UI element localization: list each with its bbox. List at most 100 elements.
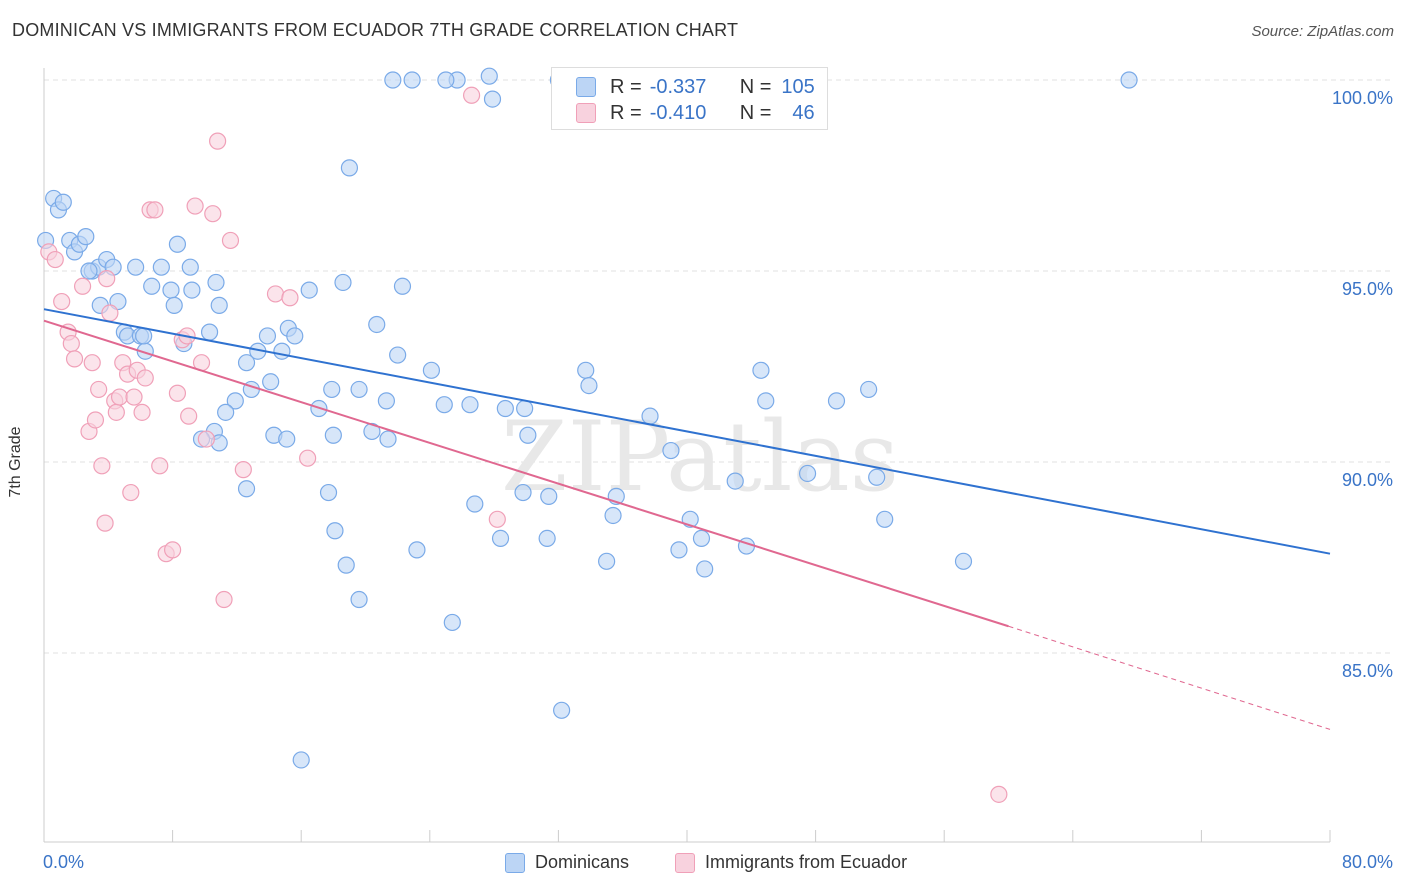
dominicans-point: [641, 407, 659, 425]
ecuador-point: [65, 350, 84, 368]
dominicans-point: [326, 522, 344, 540]
ecuador-point: [168, 384, 187, 402]
dominicans-point: [183, 281, 201, 299]
ecuador-trend-extension: [1008, 625, 1331, 730]
dominicans-point: [200, 323, 219, 341]
dominicans-point: [726, 472, 744, 490]
ecuador-point: [53, 292, 71, 311]
dominicans-points: [37, 67, 1138, 769]
dominicans-point: [319, 483, 338, 502]
dominicans-point: [54, 193, 72, 211]
ecuador-swatch: [576, 103, 596, 123]
dominicans-point: [337, 556, 355, 574]
dominicans-point: [496, 399, 514, 418]
dominicans-point: [540, 487, 558, 505]
dominicans-point: [483, 90, 502, 108]
ecuador-point: [180, 407, 198, 425]
dominicans-point: [604, 506, 622, 525]
dominicans-point: [226, 392, 244, 410]
legend-row-ecuador: R = -0.410 N = 46: [552, 100, 815, 126]
dominicans-point: [286, 327, 304, 345]
ecuador-point: [281, 289, 299, 307]
dominicans-point: [403, 71, 421, 89]
dominicans-point: [324, 426, 342, 444]
x-tick-label-max: 80.0%: [1341, 852, 1393, 872]
ecuador-point: [98, 270, 116, 288]
dominicans-point: [210, 296, 228, 314]
dominicans-point: [181, 258, 199, 276]
ecuador-point: [197, 430, 215, 448]
dominicans-point: [876, 510, 894, 528]
legend-item-ecuador: Immigrants from Ecuador: [675, 852, 907, 873]
y-tick-label-2: 90.0%: [1342, 470, 1393, 490]
trend-lines: [43, 308, 1331, 730]
ecuador-point: [299, 449, 317, 467]
ecuador-point: [62, 334, 80, 353]
dominicans-point: [461, 396, 479, 414]
dominicans-point: [127, 258, 145, 276]
dominicans-point: [162, 281, 180, 299]
n-label: N =: [739, 101, 772, 124]
dominicans-swatch: [576, 77, 596, 97]
ecuador-r-value: -0.410: [649, 101, 707, 124]
dominicans-point: [323, 380, 341, 399]
watermark: ZIPatlas: [501, 401, 899, 513]
ecuador-point: [186, 197, 204, 215]
ecuador-point: [209, 132, 227, 150]
ecuador-point: [146, 201, 164, 219]
dominicans-point: [368, 315, 386, 334]
ecuador-points: [40, 86, 1008, 803]
ecuador-point: [151, 457, 169, 475]
dominicans-point: [80, 262, 98, 280]
dominicans-point: [422, 361, 441, 379]
ecuador-point: [125, 388, 143, 406]
dominicans-point: [435, 396, 453, 414]
y-tick-labels: 100.0% 95.0% 90.0% 85.0%: [1332, 88, 1393, 681]
ecuador-point: [46, 250, 64, 269]
ecuador-point: [215, 590, 233, 609]
dominicans-point: [466, 495, 484, 513]
ecuador-point: [133, 403, 151, 421]
dominicans-point: [165, 296, 183, 314]
dominicans-point: [598, 552, 616, 570]
ecuador-n-value: 46: [792, 101, 815, 124]
dominicans-point: [168, 235, 187, 253]
dominicans-point: [237, 354, 256, 372]
dominicans-point: [393, 277, 412, 295]
ecuador-legend-label: Immigrants from Ecuador: [705, 852, 908, 872]
dominicans-point: [553, 701, 571, 719]
r-label: R =: [610, 75, 642, 98]
n-label: N =: [739, 75, 772, 98]
dominicans-point: [752, 361, 770, 379]
dominicans-point: [350, 380, 368, 399]
ecuador-legend-swatch: [675, 852, 695, 873]
dominicans-point: [577, 361, 595, 379]
dominicans-point: [662, 441, 680, 460]
chart-title: DOMINICAN VS IMMIGRANTS FROM ECUADOR 7TH…: [12, 20, 739, 40]
legend-item-dominicans: Dominicans: [505, 852, 629, 873]
dominicans-legend-label: Dominicans: [535, 852, 630, 872]
ecuador-point: [136, 369, 154, 387]
correlation-legend: R = -0.337 N = 105 R = -0.410 N = 46: [551, 67, 828, 130]
dominicans-point: [152, 258, 170, 276]
dominicans-point: [300, 281, 318, 299]
ecuador-point: [101, 304, 119, 322]
dominicans-r-value: -0.337: [649, 75, 707, 98]
dominicans-n-value: 105: [781, 75, 815, 98]
dominicans-point: [516, 399, 534, 418]
dominicans-point: [363, 422, 381, 441]
dominicans-point: [350, 590, 368, 609]
dominicans-point: [273, 342, 291, 360]
dominicans-point: [77, 228, 95, 246]
ecuador-point: [462, 86, 481, 104]
source-label: Source: ZipAtlas.com: [1251, 23, 1394, 40]
axes: [43, 68, 1331, 843]
dominicans-point: [514, 483, 532, 502]
dominicans-point: [580, 377, 598, 395]
dominicans-point: [827, 392, 846, 410]
dominicans-point: [408, 541, 426, 559]
dominicans-trend-line: [43, 308, 1331, 555]
dominicans-point: [292, 751, 310, 769]
ecuador-point: [990, 785, 1008, 803]
dominicans-point: [798, 464, 817, 483]
